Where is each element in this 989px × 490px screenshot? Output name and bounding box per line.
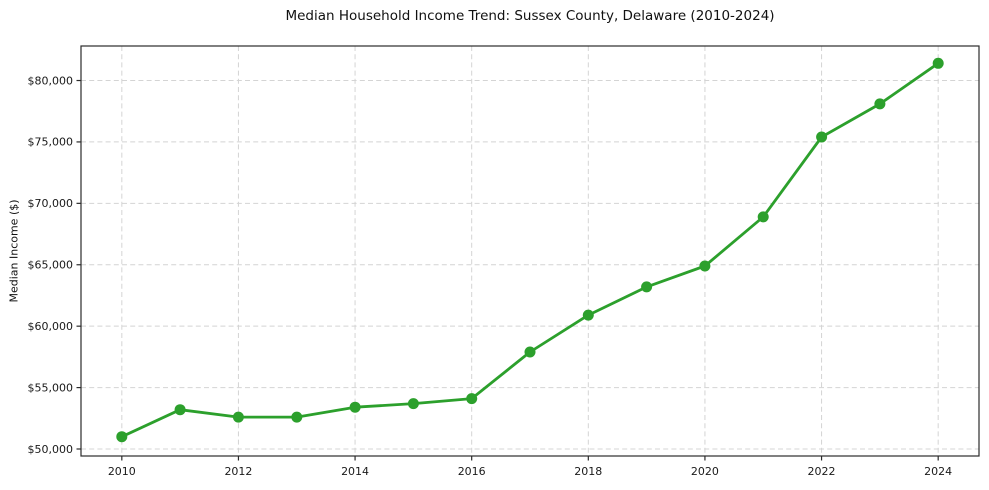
y-tick-label-80000: $80,000 [28, 74, 74, 87]
chart-title: Median Household Income Trend: Sussex Co… [285, 8, 775, 24]
x-tick-label-2010: 2010 [108, 465, 136, 478]
data-point-2013 [291, 411, 303, 423]
data-point-2020 [699, 260, 711, 272]
y-tick-label-50000: $50,000 [28, 443, 74, 456]
y-tick-label-70000: $70,000 [28, 197, 74, 210]
y-tick-label-65000: $65,000 [28, 259, 74, 272]
y-tick-label-55000: $55,000 [28, 381, 74, 394]
data-point-2015 [407, 398, 419, 410]
x-tick-label-2022: 2022 [808, 465, 836, 478]
data-point-2019 [641, 281, 653, 293]
x-tick-label-2020: 2020 [691, 465, 719, 478]
data-point-2012 [232, 411, 244, 423]
plot-border [80, 45, 980, 457]
x-tick-label-2016: 2016 [458, 465, 486, 478]
data-point-2022 [816, 131, 828, 143]
y-tick-label-75000: $75,000 [28, 136, 74, 149]
trend-line-median-household-income [120, 61, 940, 439]
data-point-2011 [174, 404, 186, 416]
y-tick-label-60000: $60,000 [28, 320, 74, 333]
x-tick-label-2012: 2012 [224, 465, 252, 478]
data-point-2014 [349, 401, 361, 413]
data-point-2010 [116, 431, 128, 443]
x-tick-label-2014: 2014 [341, 465, 369, 478]
data-point-2017 [524, 346, 536, 358]
data-point-2018 [582, 309, 594, 321]
data-point-2024 [932, 57, 944, 69]
data-point-2023 [874, 98, 886, 110]
data-point-2016 [466, 393, 478, 405]
x-tick-label-2018: 2018 [574, 465, 602, 478]
x-tick-label-2024: 2024 [924, 465, 952, 478]
data-point-2021 [757, 211, 769, 223]
